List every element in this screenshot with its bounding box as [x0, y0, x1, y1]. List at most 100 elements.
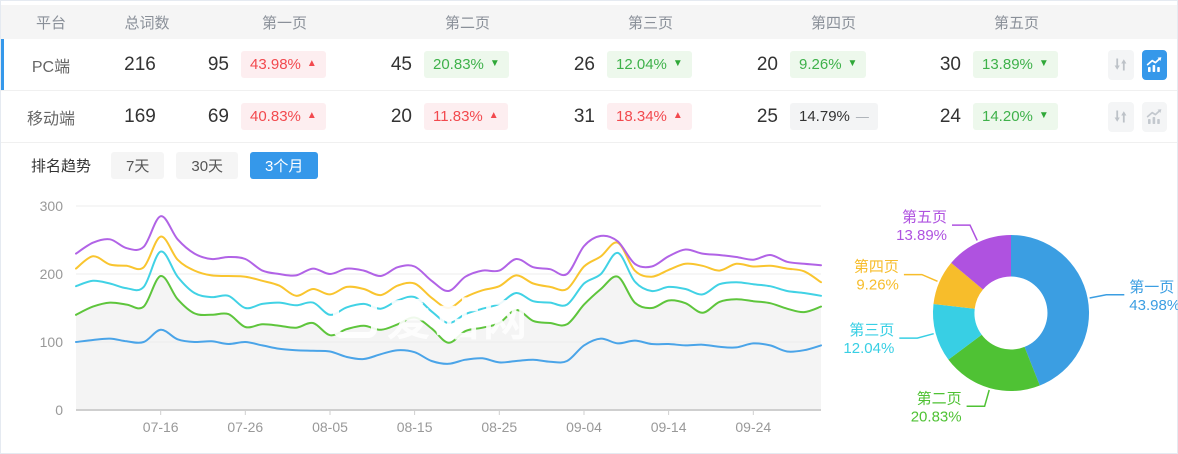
column-header-1: 总词数 — [124, 14, 170, 32]
svg-text:第二页: 第二页 — [917, 389, 962, 407]
page-count: 30 — [939, 53, 961, 75]
platform-cell: 移动端 — [1, 105, 101, 129]
page-2-cell: 20 11.83% ▲ — [376, 103, 559, 130]
flat-arrow-icon: — — [855, 109, 869, 124]
up-arrow-icon: ▲ — [488, 110, 499, 121]
svg-text:20.83%: 20.83% — [911, 408, 962, 425]
svg-text:300: 300 — [40, 198, 64, 214]
sort-button[interactable] — [1108, 49, 1134, 80]
svg-text:08-05: 08-05 — [312, 419, 348, 435]
sort-arrows-icon — [1114, 110, 1127, 123]
table-row-mobile[interactable]: 移动端 169 69 40.83% ▲ 20 11.83% ▲ 31 18.34% ▲ 25 14.… — [1, 91, 1177, 143]
svg-text:第四页: 第四页 — [854, 258, 899, 276]
trend-toolbar: 排名趋势 7天 30天 3个月 — [1, 150, 1177, 180]
table-body: PC端 216 95 43.98% ▲ 45 20.83% ▼ 26 12.04% ▼ 20 9.2… — [1, 39, 1177, 143]
down-arrow-icon: ▼ — [847, 58, 858, 69]
page-count: 31 — [573, 105, 595, 127]
page-count: 25 — [756, 105, 778, 127]
percent-badge: 40.83% ▲ — [241, 103, 326, 130]
page-distribution-donut-chart[interactable]: 第一页 43.98% 第二页 20.83% 第三页 12.04% 第四页 9.26% 第五页 13… — [841, 186, 1178, 446]
page-1-cell: 69 40.83% ▲ — [193, 103, 376, 130]
donut-slice-第一页[interactable] — [1011, 235, 1090, 386]
donut-slice-第三页[interactable] — [932, 304, 982, 360]
trend-title: 排名趋势 — [31, 157, 92, 175]
svg-text:08-25: 08-25 — [481, 419, 517, 435]
row-actions — [1108, 101, 1177, 132]
column-header-0: 平台 — [35, 14, 66, 32]
down-arrow-icon: ▼ — [489, 58, 500, 69]
donut-slice-第五页[interactable] — [951, 235, 1011, 290]
svg-text:43.98%: 43.98% — [1129, 297, 1178, 314]
ranking-trend-line-chart[interactable]: 0 100 200 300 07-16 07-26 08-05 08-15 08-25 09-04… — [1, 186, 841, 446]
trend-range-tabs: 7天 30天 3个月 — [111, 151, 330, 179]
tab-range-0[interactable]: 7天 — [111, 151, 165, 179]
up-arrow-icon: ▲ — [306, 58, 317, 69]
table-row-pc[interactable]: PC端 216 95 43.98% ▲ 45 20.83% ▼ 26 12.04% ▼ 20 9.2… — [1, 39, 1177, 91]
page-count: 20 — [756, 53, 778, 75]
show-trend-button[interactable] — [1141, 49, 1167, 80]
svg-text:08-15: 08-15 — [397, 419, 433, 435]
page-count: 24 — [939, 105, 961, 127]
page-count: 20 — [390, 105, 412, 127]
down-arrow-icon: ▼ — [672, 58, 683, 69]
page-3-cell: 31 18.34% ▲ — [559, 103, 742, 130]
tab-range-1[interactable]: 30天 — [176, 151, 239, 179]
show-trend-button[interactable] — [1141, 101, 1167, 132]
svg-text:09-04: 09-04 — [566, 419, 602, 435]
total-words-cell: 169 — [124, 105, 156, 127]
svg-text:09-24: 09-24 — [735, 419, 771, 435]
percent-badge: 12.04% ▼ — [607, 51, 692, 78]
page-4-cell: 20 9.26% ▼ — [742, 51, 925, 78]
percent-badge: 9.26% ▼ — [790, 51, 867, 78]
page-count: 95 — [207, 53, 229, 75]
svg-text:13.89%: 13.89% — [896, 227, 947, 244]
column-header-4: 第三页 — [627, 14, 673, 32]
page-2-cell: 45 20.83% ▼ — [376, 51, 559, 78]
page-5-cell: 30 13.89% ▼ — [925, 51, 1108, 78]
platform-cell: PC端 — [1, 39, 101, 90]
selected-row-indicator — [1, 39, 4, 90]
svg-text:第三页: 第三页 — [849, 321, 894, 339]
svg-text:0: 0 — [55, 402, 63, 418]
platform-name: PC端 — [31, 58, 71, 76]
table-header-row: 平台 总词数 第一页 第二页 第三页 第四页 第五页 — [1, 5, 1177, 39]
svg-text:第一页: 第一页 — [1129, 278, 1174, 296]
trend-chart-icon — [1146, 56, 1162, 72]
page-count: 69 — [207, 105, 229, 127]
donut-slice-第四页[interactable] — [933, 262, 984, 309]
page-count: 26 — [573, 53, 595, 75]
donut-slice-第二页[interactable] — [948, 334, 1040, 392]
percent-badge: 14.79% — — [790, 103, 878, 130]
sort-button[interactable] — [1108, 101, 1134, 132]
up-arrow-icon: ▲ — [306, 110, 317, 121]
svg-text:09-14: 09-14 — [651, 419, 687, 435]
page-1-cell: 95 43.98% ▲ — [193, 51, 376, 78]
svg-text:07-26: 07-26 — [227, 419, 263, 435]
down-arrow-icon: ▼ — [1038, 110, 1049, 121]
column-header-2: 第一页 — [261, 14, 307, 32]
svg-text:12.04%: 12.04% — [843, 340, 894, 357]
percent-badge: 11.83% ▲ — [424, 103, 508, 130]
percent-badge: 14.20% ▼ — [973, 103, 1058, 130]
sort-arrows-icon — [1114, 58, 1127, 71]
page-4-cell: 25 14.79% — — [742, 103, 925, 130]
svg-text:07-16: 07-16 — [143, 419, 179, 435]
charts-area: 0 100 200 300 07-16 07-26 08-05 08-15 08-25 09-04… — [1, 180, 1178, 446]
row-actions — [1108, 49, 1177, 80]
percent-badge: 43.98% ▲ — [241, 51, 326, 78]
down-arrow-icon: ▼ — [1038, 58, 1049, 69]
tab-range-2[interactable]: 3个月 — [250, 151, 319, 179]
column-header-3: 第二页 — [444, 14, 490, 32]
platform-name: 移动端 — [26, 110, 75, 128]
percent-badge: 18.34% ▲ — [607, 103, 692, 130]
page-3-cell: 26 12.04% ▼ — [559, 51, 742, 78]
page-count: 45 — [390, 53, 412, 75]
column-header-5: 第四页 — [810, 14, 856, 32]
trend-chart-icon — [1146, 108, 1162, 124]
page-5-cell: 24 14.20% ▼ — [925, 103, 1108, 130]
svg-text:200: 200 — [40, 266, 64, 282]
selected-row-indicator — [1, 91, 4, 142]
svg-text:9.26%: 9.26% — [856, 277, 899, 294]
percent-badge: 13.89% ▼ — [973, 51, 1058, 78]
